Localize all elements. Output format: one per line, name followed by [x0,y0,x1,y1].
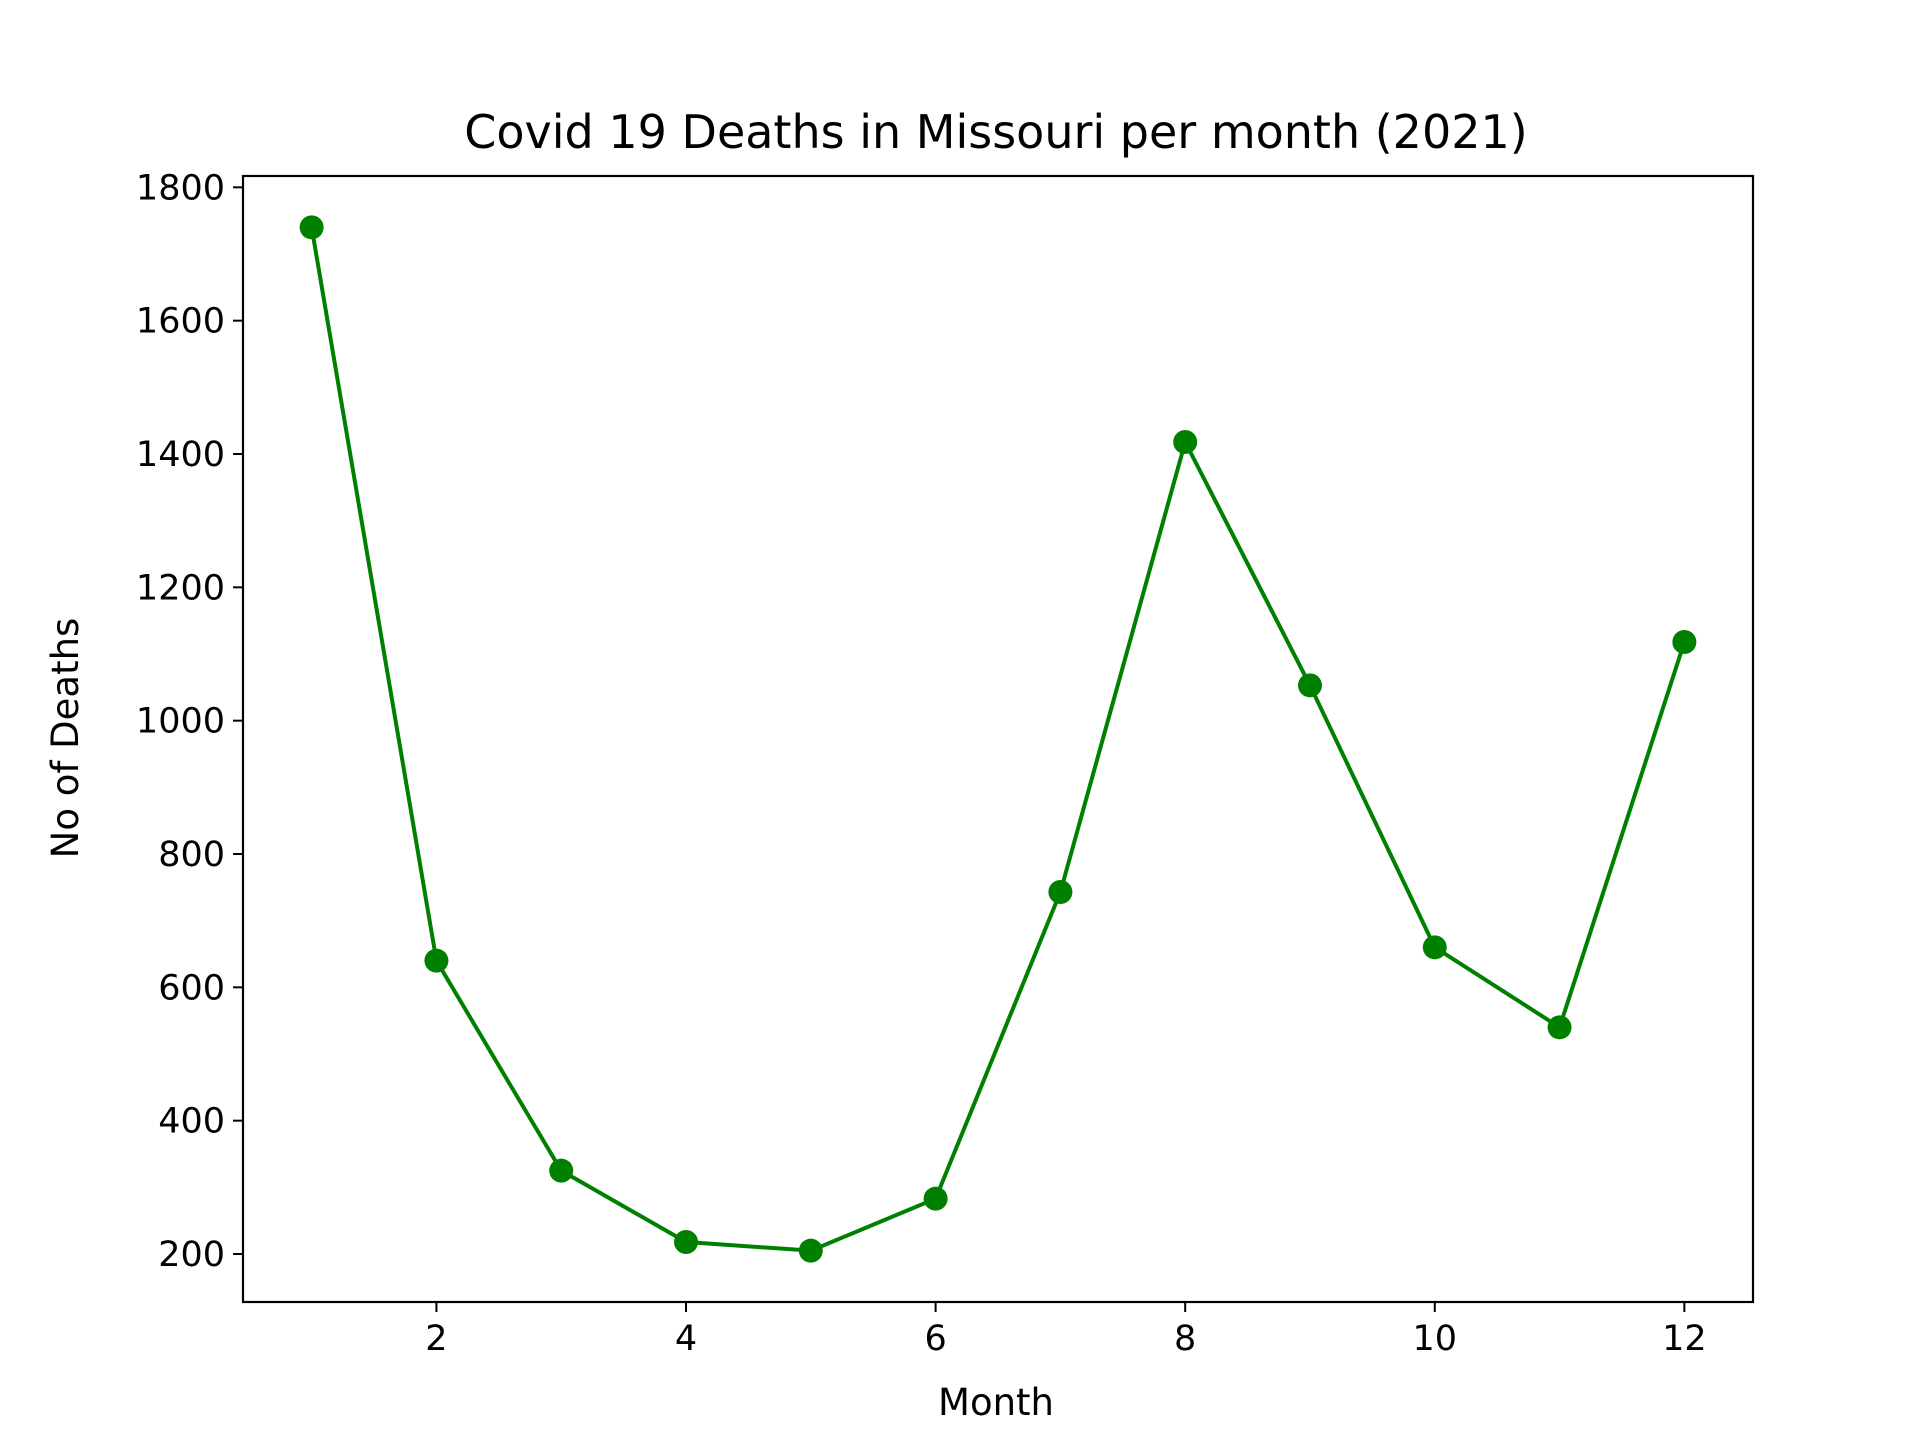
x-tick-label: 2 [425,1319,447,1359]
y-tick-label: 200 [158,1235,225,1275]
data-point [1672,630,1697,654]
y-axis: 200 400 600 800 1000 1200 1400 1600 1800 [136,168,243,1275]
y-tick-label: 1400 [136,435,225,475]
x-axis-label: Month [938,1381,1054,1424]
data-point [923,1186,948,1211]
data-point [1048,880,1073,904]
series-line [309,226,1687,1253]
data-point [424,948,449,973]
data-point [1297,673,1322,698]
data-point [798,1238,823,1263]
plot-area [299,215,1697,1263]
y-tick-label: 400 [158,1102,225,1142]
data-point [1422,935,1447,960]
x-tick-label: 12 [1662,1319,1707,1359]
y-tick-label: 1000 [136,702,225,742]
x-tick-label: 6 [924,1319,946,1359]
x-tick-label: 4 [675,1319,697,1359]
x-tick-label: 8 [1174,1319,1196,1359]
y-tick-label: 600 [158,968,225,1008]
chart-title: Covid 19 Deaths in Missouri per month (2… [464,105,1527,159]
data-point [1173,430,1198,454]
y-tick-label: 800 [158,835,225,875]
y-tick-label: 1800 [136,168,225,208]
data-point [549,1158,574,1183]
axes-frame [241,174,1755,1304]
data-point [674,1230,699,1254]
y-axis-label: No of Deaths [44,618,87,859]
y-tick-label: 1600 [136,302,225,342]
x-tick-label: 10 [1413,1319,1458,1359]
y-tick-label: 1200 [136,568,225,608]
data-point [1547,1015,1572,1040]
x-axis: 2 4 6 8 10 12 [425,1302,1707,1359]
data-point [299,215,324,240]
